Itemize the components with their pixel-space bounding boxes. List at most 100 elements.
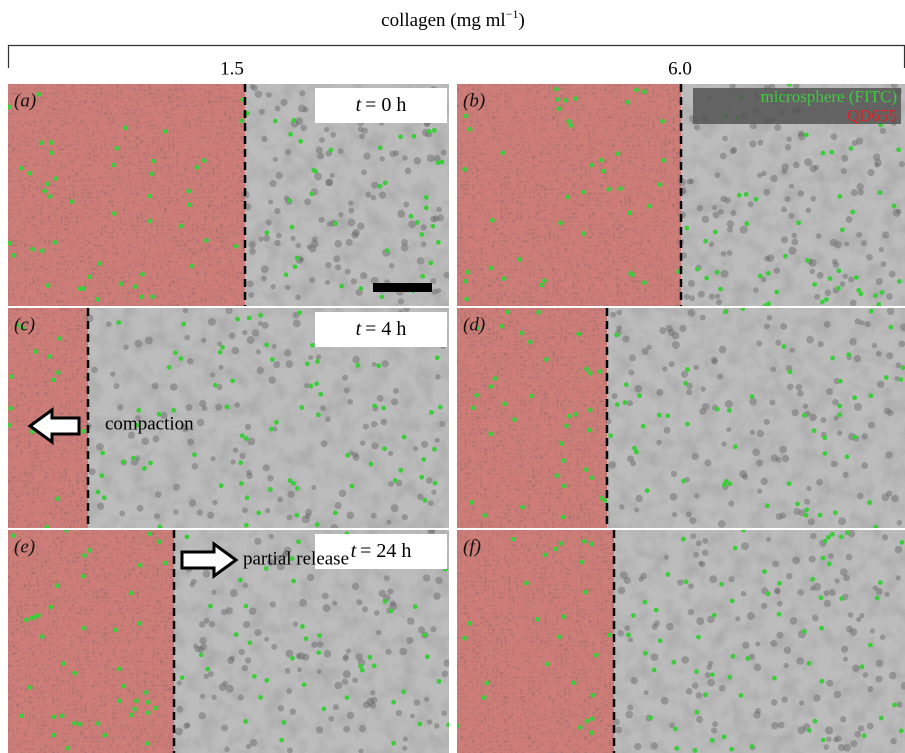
dark-spot — [767, 315, 772, 320]
microsphere — [369, 462, 374, 467]
dark-spot — [211, 590, 216, 595]
microsphere — [158, 524, 163, 529]
dark-spot — [280, 99, 287, 106]
dark-spot — [828, 553, 834, 559]
microsphere — [762, 569, 767, 574]
dark-spot — [841, 646, 848, 653]
microsphere — [61, 661, 66, 666]
dark-spot — [311, 485, 316, 490]
microsphere — [432, 447, 437, 452]
dark-spot — [145, 337, 153, 345]
dark-spot — [396, 710, 402, 716]
dark-spot — [770, 175, 777, 182]
microsphere — [163, 129, 168, 134]
dark-spot — [775, 589, 780, 594]
dark-spot — [406, 637, 413, 644]
dark-spot — [335, 264, 341, 270]
dark-spot — [850, 628, 858, 636]
microsphere — [568, 123, 573, 128]
microsphere — [807, 661, 812, 666]
dark-spot — [436, 288, 441, 293]
microsphere — [419, 232, 424, 237]
microsphere — [424, 205, 429, 210]
dark-spot — [264, 637, 269, 642]
dark-spot — [715, 172, 721, 178]
microsphere — [247, 640, 252, 645]
dark-spot — [797, 726, 805, 734]
dark-spot — [717, 373, 723, 379]
dark-spot — [199, 621, 205, 627]
dark-spot — [233, 447, 238, 452]
dark-spot — [694, 494, 699, 499]
microsphere — [52, 715, 57, 720]
microsphere — [316, 650, 321, 655]
dark-spot — [634, 743, 641, 750]
microsphere — [55, 583, 60, 588]
microsphere — [438, 405, 443, 410]
dark-spot — [881, 261, 887, 267]
microsphere — [358, 664, 363, 669]
microsphere — [57, 336, 62, 341]
microsphere — [488, 384, 493, 389]
microsphere — [146, 710, 151, 715]
microsphere — [529, 394, 534, 399]
dark-spot — [399, 648, 407, 656]
microsphere — [642, 89, 647, 94]
bracket — [9, 46, 905, 69]
dark-spot — [374, 610, 380, 616]
dark-spot — [781, 207, 787, 213]
dark-spot — [355, 653, 362, 660]
microsphere — [744, 192, 749, 197]
time-var: t — [351, 540, 357, 562]
microsphere — [505, 310, 510, 315]
dark-spot — [325, 416, 331, 422]
microsphere — [463, 279, 468, 284]
dark-spot — [261, 276, 267, 282]
dark-spot — [199, 637, 206, 644]
dark-spot — [831, 461, 838, 468]
microsphere — [65, 746, 70, 751]
microsphere — [258, 313, 263, 318]
microsphere — [584, 590, 589, 595]
microsphere — [436, 240, 441, 245]
dark-spot — [840, 281, 846, 287]
dark-spot — [771, 699, 778, 706]
microsphere — [413, 604, 418, 609]
dark-spot — [384, 575, 390, 581]
dark-spot — [229, 332, 236, 339]
microsphere — [542, 552, 547, 557]
microsphere — [713, 230, 718, 235]
microsphere — [561, 614, 566, 619]
dark-spot — [417, 257, 425, 265]
microsphere — [807, 728, 812, 733]
dark-spot — [307, 574, 314, 581]
dark-spot — [861, 462, 868, 469]
dark-spot — [225, 307, 232, 314]
dark-spot — [850, 299, 857, 306]
dark-spot — [756, 460, 763, 467]
dark-spot — [361, 169, 367, 175]
microsphere — [580, 560, 585, 565]
microsphere — [234, 632, 239, 637]
dark-spot — [728, 576, 734, 582]
dark-spot — [656, 389, 663, 396]
microsphere — [383, 180, 388, 185]
microsphere — [555, 97, 560, 102]
dark-spot — [243, 583, 248, 588]
dark-spot — [360, 272, 367, 279]
dark-spot — [705, 672, 711, 678]
microsphere — [102, 733, 107, 738]
microsphere — [879, 716, 884, 721]
panel-label: (c) — [14, 314, 35, 335]
microsphere — [623, 400, 628, 405]
dark-spot — [858, 725, 864, 731]
dark-spot — [388, 451, 393, 456]
dark-spot — [352, 229, 360, 237]
microsphere — [296, 539, 301, 544]
microsphere — [311, 168, 316, 173]
microsphere — [539, 283, 544, 288]
dark-spot — [896, 209, 901, 214]
microsphere — [681, 537, 686, 542]
dark-spot — [757, 430, 765, 438]
dark-spot — [644, 690, 649, 695]
